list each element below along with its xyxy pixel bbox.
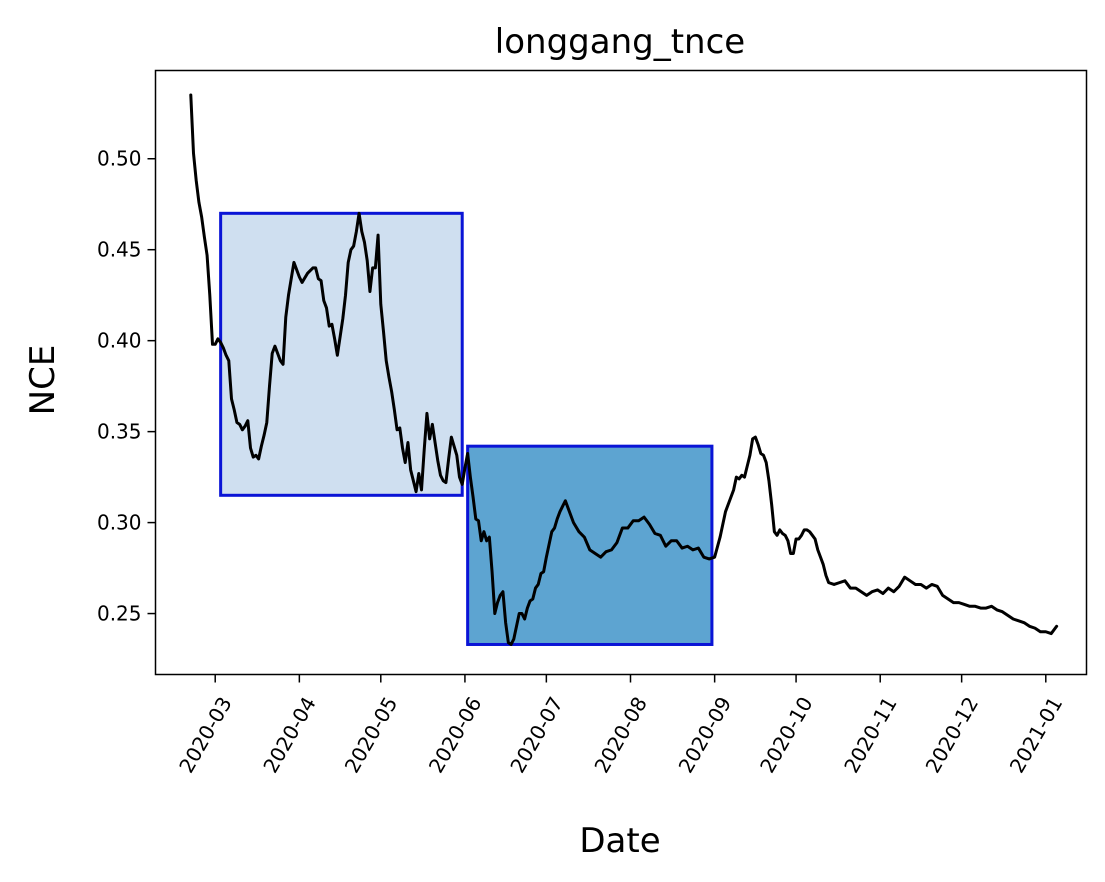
- x-axis-label: Date: [579, 821, 660, 861]
- y-axis-ticks: 0.25 0.30 0.35 0.40 0.45 0.50: [97, 147, 156, 626]
- highlight-regions: [219, 211, 714, 646]
- y-tick-label: 0.30: [97, 511, 142, 535]
- y-axis-label: NCE: [23, 345, 63, 416]
- plot-series: [189, 93, 1059, 646]
- series-line-1: [189, 93, 1059, 646]
- plot-frame: [154, 69, 1088, 676]
- y-tick-label: 0.25: [97, 602, 142, 626]
- highlight-region-1: [219, 211, 464, 497]
- y-tick-label: 0.35: [97, 420, 142, 444]
- y-tick-label: 0.45: [97, 238, 142, 262]
- y-tick-label: 0.50: [97, 147, 142, 171]
- chart-title: longgang_tnce: [495, 22, 745, 62]
- highlight-region-2: [466, 444, 714, 646]
- y-tick-label: 0.40: [97, 329, 142, 353]
